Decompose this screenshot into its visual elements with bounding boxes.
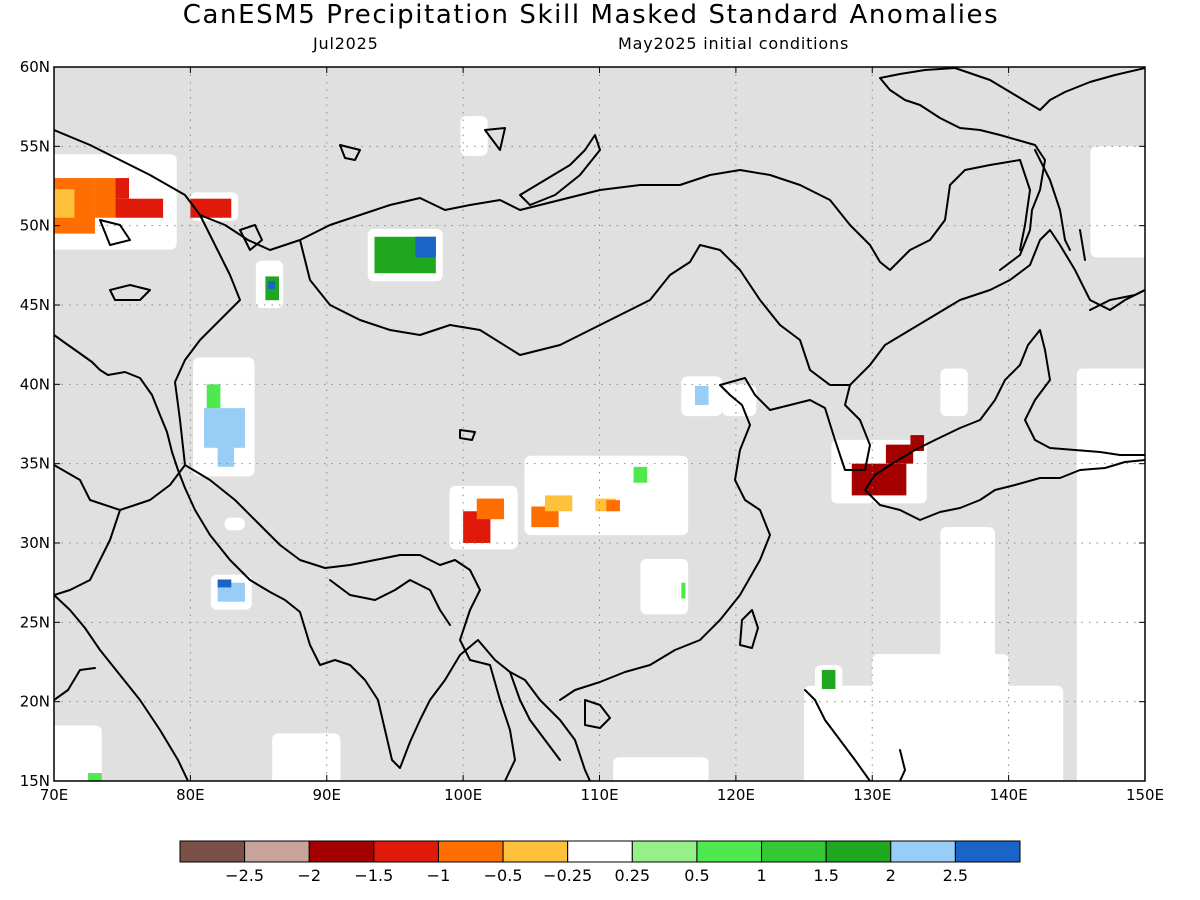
initial-conditions-label: May2025 initial conditions [618, 34, 850, 53]
anomaly-cell [115, 198, 164, 218]
colorbar-swatch [954, 840, 1021, 863]
anomaly-cell [476, 498, 505, 520]
unmasked-region [940, 527, 995, 781]
colorbar-swatch [373, 840, 439, 863]
coastline-india [54, 594, 189, 781]
anomaly-cell [268, 281, 275, 290]
lat-tick-label: 50N [20, 217, 50, 235]
colorbar-label: 1.5 [813, 866, 838, 885]
colorbar-label: 0.5 [684, 866, 709, 885]
anomaly-cell [821, 669, 836, 689]
unmasked-region [1090, 146, 1145, 258]
lon-tick-label: 140E [990, 786, 1028, 804]
anomaly-cell [217, 579, 232, 588]
anomaly-cell [681, 582, 686, 599]
lat-tick-label: 20N [20, 693, 50, 711]
coastline-philippines [804, 689, 906, 781]
colorbar-label: −2.5 [225, 866, 264, 885]
unmasked-region [460, 116, 488, 156]
lat-tick-label: 60N [20, 58, 50, 76]
anomaly-cell [694, 385, 709, 405]
colorbar-swatch [890, 840, 956, 863]
anomaly-cell [885, 444, 914, 464]
coastlines-borders [54, 67, 1145, 781]
colorbar-swatch [179, 840, 246, 863]
lon-tick-label: 120E [717, 786, 755, 804]
anomaly-cell [204, 408, 245, 448]
lon-tick-label: 70E [40, 786, 69, 804]
colorbar-swatch [567, 840, 633, 863]
unmasked-region [1076, 368, 1145, 781]
anomaly-cell [606, 500, 620, 512]
colorbar: −2.5 −2 −1.5 −1 −0.5 −0.25 0.25 0.5 1 1.5 2 2.5 [179, 840, 1021, 885]
colorbar-swatch [244, 840, 310, 863]
colorbar-label: 2 [886, 866, 896, 885]
anomaly-cell [54, 189, 75, 218]
colorbar-label: −1 [427, 866, 451, 885]
unmasked-region [524, 455, 689, 536]
lat-tick-label: 45N [20, 296, 50, 314]
valid-month-label: Jul2025 [313, 34, 379, 53]
unmasked-region [224, 517, 245, 531]
lon-tick-label: 80E [176, 786, 205, 804]
unmasked-region [272, 733, 341, 781]
coastline-taiwan-hainan [584, 609, 759, 729]
lat-tick-label: 15N [20, 772, 50, 790]
anomaly-cell [415, 236, 436, 258]
colorbar-label: −0.5 [484, 866, 523, 885]
anomaly-cell [190, 198, 232, 218]
lon-tick-label: 150E [1126, 786, 1164, 804]
chart-title: CanESM5 Precipitation Skill Masked Stand… [182, 0, 1000, 30]
anomaly-cell [94, 178, 116, 218]
unmasked-region [54, 725, 102, 781]
lakes-islands [99, 127, 601, 441]
lat-tick-label: 55N [20, 137, 50, 155]
coastline-mainland [54, 67, 1145, 781]
unmasked-region [722, 384, 757, 417]
colorbar-swatch [308, 840, 375, 863]
lat-tick-label: 30N [20, 534, 50, 552]
lat-tick-label: 35N [20, 455, 50, 473]
lon-tick-label: 110E [580, 786, 618, 804]
anomaly-cell [633, 466, 648, 483]
anomaly-cell [544, 495, 573, 512]
anomaly-cell [217, 443, 235, 467]
lat-tick-label: 40N [20, 375, 50, 393]
anomaly-cells [54, 178, 925, 781]
unmasked-region [613, 757, 709, 781]
colorbar-label: 0.25 [614, 866, 650, 885]
colorbar-swatch [437, 840, 504, 863]
unmasked-region [940, 368, 968, 417]
anomaly-cell [851, 463, 907, 496]
colorbar-label: −1.5 [354, 866, 393, 885]
lon-tick-label: 90E [312, 786, 341, 804]
colorbar-swatch [825, 840, 892, 863]
coastline-kamchatka-sakhalin [1019, 149, 1145, 311]
lat-tick-label: 25N [20, 613, 50, 631]
anomaly-cell [88, 773, 102, 781]
colorbar-label: −2 [297, 866, 321, 885]
colorbar-label: 2.5 [943, 866, 968, 885]
colorbar-swatch [502, 840, 569, 863]
lon-tick-label: 100E [444, 786, 482, 804]
axis-ticks: 70E 80E 90E 100E 110E 120E 130E 140E 150E 15N 20N 2… [20, 58, 1164, 804]
colorbar-swatch [696, 840, 763, 863]
anomaly-cell [206, 384, 221, 409]
colorbar-label: −0.25 [543, 866, 592, 885]
anomaly-cell [531, 506, 559, 528]
colorbar-swatch [761, 840, 827, 863]
anomaly-cell [115, 178, 130, 199]
coastline-japan [864, 329, 1145, 521]
colorbar-swatch [631, 840, 698, 863]
colorbar-label: 1 [756, 866, 766, 885]
country-borders [54, 129, 1021, 781]
unmasked-region [640, 558, 689, 615]
lon-tick-label: 130E [853, 786, 891, 804]
